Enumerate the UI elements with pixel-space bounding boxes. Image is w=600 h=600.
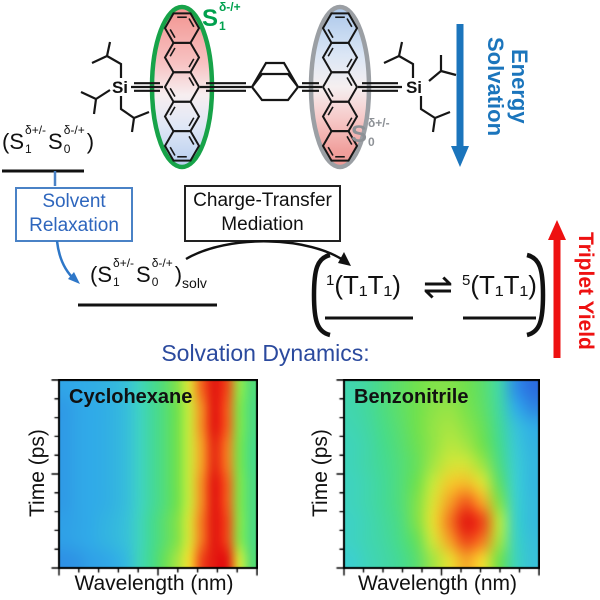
s0-sup: δ+/- bbox=[368, 116, 390, 130]
s0-sub: 0 bbox=[368, 135, 375, 149]
quintet-tt-body: (T₁T₁) bbox=[470, 270, 537, 300]
silicon-atom-right: Si bbox=[406, 78, 422, 97]
ct-mediation-line1: Charge-Transfer bbox=[193, 190, 332, 211]
solvent-relaxation-box: Solvent Relaxation bbox=[15, 187, 133, 242]
benzonitrile-title: Benzonitrile bbox=[354, 386, 469, 408]
s1: S bbox=[9, 129, 25, 154]
s1-base: S bbox=[202, 5, 219, 32]
ct-mediation-line2: Mediation bbox=[221, 214, 304, 235]
benzonitrile-yaxis-label: Time (ps) bbox=[309, 429, 332, 517]
paren: ( bbox=[2, 129, 10, 154]
paren: ) bbox=[86, 129, 95, 154]
cyclohexane-xaxis-label: Wavelength (nm) bbox=[74, 572, 234, 595]
triplet-yield-label: Triplet Yield bbox=[574, 232, 597, 350]
singlet-tt-body: (T₁T₁) bbox=[334, 270, 401, 300]
tips-group-right bbox=[383, 41, 457, 133]
charge-transfer-mediation-box: Charge-Transfer Mediation bbox=[184, 185, 341, 242]
solvent-relaxation-arrow bbox=[55, 240, 80, 284]
benzonitrile-heatmap bbox=[335, 379, 540, 577]
cyclohexane-title: Cyclohexane bbox=[69, 386, 193, 408]
quintet-multiplicity: 5 bbox=[462, 272, 471, 289]
pentacene-right-rings bbox=[321, 12, 359, 162]
s1-sub: 1 bbox=[219, 19, 226, 33]
solv-subscript: solv bbox=[182, 275, 207, 291]
pentacene-left-rings bbox=[163, 12, 201, 162]
solvation-energy-label-line1: Solvation bbox=[483, 37, 508, 137]
quintet-tt-term: 5(T₁T₁) bbox=[462, 270, 537, 301]
bicyclooctane-bridge bbox=[250, 61, 300, 102]
s0: S bbox=[48, 129, 63, 154]
solvent-relaxation-line2: Relaxation bbox=[29, 215, 119, 236]
s1-sup: δ-/+ bbox=[219, 0, 241, 14]
solvent-relaxation-line1: Solvent bbox=[42, 191, 106, 212]
tips-group-left bbox=[80, 41, 150, 133]
singlet-tt-term: 1(T₁T₁) bbox=[326, 270, 401, 301]
s0-base: S bbox=[351, 121, 368, 148]
triplet-yield-arrow bbox=[548, 220, 566, 358]
solvation-dynamics-heading: Solvation Dynamics: bbox=[161, 340, 370, 366]
ct-mediation-arrow bbox=[185, 240, 351, 266]
solvation-energy-label-line2: Energy bbox=[507, 49, 532, 124]
cyclohexane-heatmap bbox=[50, 379, 258, 577]
cyclohexane-yaxis-label: Time (ps) bbox=[26, 429, 49, 517]
alkyne-bonds bbox=[131, 82, 402, 92]
molecule-structure: Si Si bbox=[80, 4, 457, 170]
benzonitrile-xaxis-label: Wavelength (nm) bbox=[357, 572, 518, 595]
silicon-atom-left: Si bbox=[112, 78, 128, 97]
equilibrium-arrows: ⇌ bbox=[422, 266, 454, 307]
